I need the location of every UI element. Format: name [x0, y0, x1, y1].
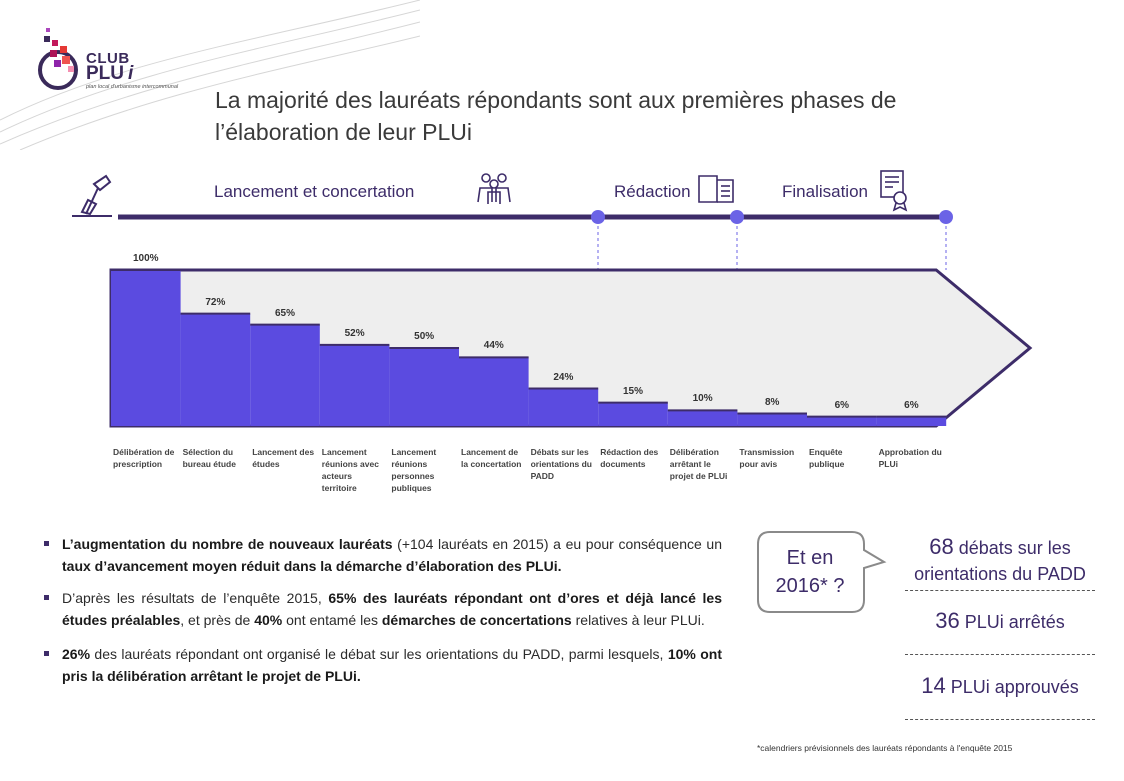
- category-label: Délibération de prescription: [113, 447, 175, 469]
- bar: [737, 413, 807, 426]
- logo-tagline: plan local d'urbanisme intercommunal: [86, 84, 179, 90]
- bar: [389, 348, 459, 426]
- bullet-text: démarches de concertations: [381, 612, 572, 628]
- bullet-item: D’après les résultats de l’enquête 2015,…: [42, 587, 722, 631]
- category-label: Approbation du PLUi: [878, 447, 942, 469]
- divider: [905, 654, 1095, 655]
- divider: [905, 590, 1095, 591]
- category-label: Lancement réunions personnes publiques: [391, 447, 437, 493]
- bubble-text: Et en 2016* ?: [775, 547, 845, 597]
- bullet-text: taux d’avancement moyen réduit dans la d…: [62, 558, 562, 574]
- category-label: Lancement de la concertation: [461, 447, 522, 469]
- bar: [876, 416, 947, 426]
- stat-approuves: 14 PLUi approuvés: [921, 673, 1079, 698]
- data-label: 8%: [764, 396, 780, 408]
- data-label: 6%: [904, 399, 919, 411]
- bullet-text: L’augmentation du nombre de nouveaux lau…: [62, 536, 393, 552]
- bullet-text: 40%: [254, 612, 283, 628]
- data-label: 6%: [834, 399, 850, 411]
- category-label: Enquête publique: [809, 447, 845, 469]
- timeline-dot-redaction: [591, 210, 605, 224]
- data-label: 44%: [483, 340, 504, 352]
- bullet-text: , et près de: [180, 612, 255, 628]
- divider: [905, 719, 1095, 720]
- data-label: 24%: [553, 371, 574, 383]
- bar: [598, 402, 668, 426]
- speech-bubble: [757, 531, 887, 613]
- stat-arretes: 36 PLUi arrêtés: [935, 608, 1065, 633]
- category-label: Transmission pour avis: [739, 447, 795, 469]
- shovel-icon: [72, 174, 112, 217]
- document-icon: [698, 175, 734, 203]
- bar: [459, 357, 529, 426]
- data-label: 65%: [274, 307, 295, 319]
- decorative-lines: [0, 0, 420, 150]
- logo-plu: PLU i: [86, 63, 134, 84]
- category-label: Délibération arrêtant le projet de PLUi: [669, 447, 728, 481]
- bullet-text: D’après les résultats de l’enquête 2015,: [62, 590, 329, 606]
- data-label: 100%: [133, 253, 159, 264]
- bar: [250, 324, 320, 426]
- bullet-text: (+104 lauréats en 2015) a eu pour conséq…: [392, 536, 722, 552]
- data-label: 52%: [344, 327, 365, 339]
- bullet-item: L’augmentation du nombre de nouveaux lau…: [42, 533, 722, 577]
- timeline-dot-end: [939, 210, 953, 224]
- bar: [111, 270, 181, 426]
- category-label: Lancement des études: [252, 447, 315, 469]
- category-label: Rédaction des documents: [600, 447, 659, 469]
- page-title: La majorité des lauréats répondants sont…: [215, 87, 897, 145]
- timeline-dot-finalisation: [730, 210, 744, 224]
- data-label: 72%: [205, 296, 226, 308]
- bullet-text: 26%: [62, 646, 91, 662]
- data-label: 15%: [622, 385, 643, 397]
- logo-mark: [38, 28, 78, 90]
- footnote: *calendriers prévisionnels des lauréats …: [757, 743, 1013, 753]
- category-label: Débats sur les orientations du PADD: [530, 447, 592, 481]
- bullet-item: 26% des lauréats répondant ont organisé …: [42, 643, 722, 687]
- bullet-text: 65% des lauréats répondant ont d’ores et…: [62, 590, 722, 628]
- bar: [667, 410, 738, 426]
- progress-chart: [109, 268, 1033, 428]
- bar: [180, 313, 251, 426]
- data-label: 50%: [414, 331, 435, 342]
- bullet-text: ont entamé les: [282, 612, 382, 628]
- timeline: [118, 210, 953, 270]
- logo-club: CLUB: [86, 50, 130, 67]
- bullet-text: relatives à leur PLUi.: [571, 612, 705, 628]
- bar: [528, 388, 599, 426]
- bullet-text: des lauréats répondant ont organisé le d…: [90, 646, 668, 662]
- category-label: Lancement réunions avec acteurs territoi…: [321, 447, 379, 493]
- category-label: Sélection du bureau étude: [182, 447, 236, 469]
- bar: [807, 416, 877, 426]
- stat-padd: 68 débats sur les orientations du PADD: [914, 534, 1086, 584]
- phase-label-lancement: Lancement et concertation: [214, 182, 415, 201]
- phase-label-finalisation: Finalisation: [782, 182, 868, 201]
- bullet-text: 10% ont pris la délibération arrêtant le…: [62, 646, 722, 684]
- phase-label-redaction: Rédaction: [614, 182, 691, 201]
- bar: [319, 344, 390, 426]
- people-group-icon: [477, 173, 511, 204]
- data-label: 10%: [692, 393, 713, 405]
- certificate-icon: [880, 170, 908, 212]
- bullet-list: L’augmentation du nombre de nouveaux lau…: [42, 533, 722, 693]
